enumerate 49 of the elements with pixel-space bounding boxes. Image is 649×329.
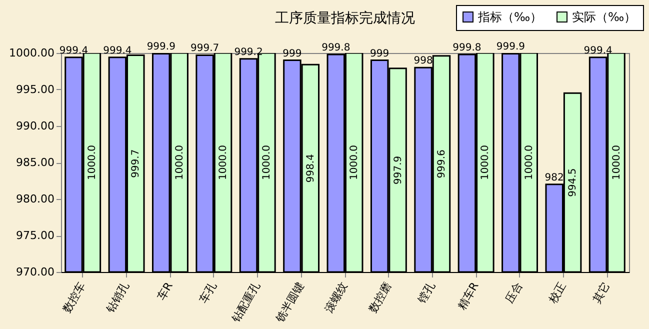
data-label: 998.4 — [305, 154, 316, 183]
data-label: 999.4 — [103, 45, 132, 56]
x-tick-label: 铣半圆键 — [272, 280, 307, 326]
data-label: 999 — [282, 48, 302, 60]
data-label: 999.7 — [130, 149, 142, 178]
data-label: 1000.0 — [349, 145, 360, 180]
x-tick-label: 钻配重孔 — [229, 280, 263, 326]
data-label: 1000.0 — [611, 145, 622, 180]
data-label: 1000.0 — [86, 145, 98, 180]
y-tick-label: 990.00 — [16, 120, 54, 132]
data-label: 999.4 — [584, 45, 612, 56]
x-tick-label: 数控车 — [60, 280, 88, 316]
data-label: 1000.0 — [174, 145, 186, 180]
y-tick-label: 995.00 — [16, 83, 54, 96]
data-label: 997.9 — [392, 156, 404, 184]
x-tick-label: 精车R — [455, 280, 482, 312]
data-label: 1000.0 — [262, 145, 273, 180]
data-label: 999.8 — [322, 42, 350, 54]
y-tick-label: 980.00 — [16, 192, 54, 206]
y-tick-label: 975.00 — [16, 229, 54, 242]
chart-title: 工序质量指标完成情况 — [275, 10, 415, 27]
x-tick-label: 车孔 — [196, 280, 220, 306]
legend-label: 指标（‰） — [477, 10, 542, 24]
x-tick-label: 车R — [154, 280, 176, 303]
x-tick-label: 压合 — [502, 280, 525, 306]
data-label: 982 — [544, 172, 564, 184]
data-label: 1000.0 — [480, 145, 492, 180]
data-label: 999.6 — [436, 150, 448, 178]
y-tick-label: 970.00 — [16, 266, 54, 278]
x-tick-label: 滚螺纹 — [322, 280, 350, 316]
data-label: 999.7 — [190, 43, 220, 54]
data-label: 994.5 — [568, 168, 579, 197]
data-label: 999.2 — [234, 46, 263, 58]
x-tick-label: 校正 — [546, 280, 569, 306]
x-tick-label: 镗孔 — [414, 280, 438, 306]
data-label: 999.4 — [59, 45, 88, 56]
y-tick-label: 1000.00 — [9, 46, 54, 60]
data-label: 999.8 — [452, 42, 482, 54]
data-label: 1000.0 — [218, 145, 230, 180]
x-tick-label: 其它 — [590, 280, 612, 306]
data-label: 999.9 — [496, 42, 525, 53]
data-label: 999.9 — [146, 42, 176, 53]
x-tick-label: 数控磨 — [366, 280, 394, 316]
data-label: 999 — [370, 48, 390, 60]
legend-label: 实际（‰） — [572, 10, 636, 24]
data-label: 998 — [414, 56, 433, 67]
y-tick-label: 985.00 — [16, 156, 54, 169]
data-label: 1000.0 — [524, 145, 535, 180]
x-tick-label: 钻销孔 — [103, 280, 132, 316]
